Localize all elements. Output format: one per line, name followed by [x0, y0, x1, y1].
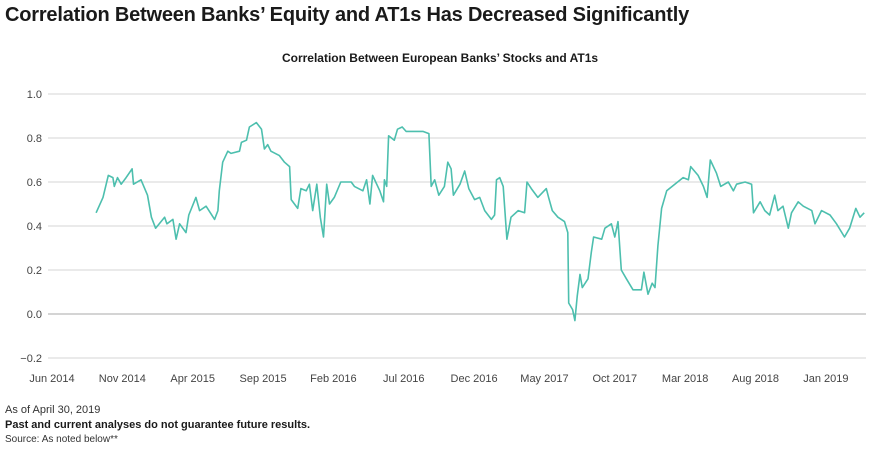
- page-title: Correlation Between Banks’ Equity and AT…: [5, 4, 689, 26]
- y-tick-label: 0.2: [27, 265, 42, 277]
- line-chart: Correlation Between European Banks’ Stoc…: [20, 51, 866, 385]
- y-tick-label: 0.0: [27, 309, 42, 321]
- x-tick-label: Sep 2015: [239, 373, 286, 385]
- y-tick-label: 0.8: [27, 133, 42, 145]
- x-tick-label: Aug 2018: [732, 373, 779, 385]
- x-tick-label: Oct 2017: [592, 373, 637, 385]
- x-tick-label: Mar 2018: [662, 373, 708, 385]
- x-tick-label: Nov 2014: [99, 373, 146, 385]
- y-tick-label: 1.0: [27, 89, 42, 101]
- correlation-line: [95, 121, 865, 322]
- x-tick-label: Feb 2016: [310, 373, 356, 385]
- y-tick-label: 0.4: [27, 221, 42, 233]
- x-tick-label: May 2017: [520, 373, 568, 385]
- x-tick-label: Apr 2015: [170, 373, 215, 385]
- y-tick-label: −0.2: [20, 353, 42, 365]
- disclaimer: Past and current analyses do not guarant…: [5, 419, 311, 431]
- chart-title: Correlation Between European Banks’ Stoc…: [282, 51, 598, 65]
- source-note: Source: As noted below**: [5, 434, 118, 445]
- x-tick-label: Jun 2014: [29, 373, 74, 385]
- as-of-note: As of April 30, 2019: [5, 404, 101, 416]
- x-tick-label: Dec 2016: [451, 373, 498, 385]
- x-tick-label: Jul 2016: [383, 373, 425, 385]
- x-tick-label: Jan 2019: [803, 373, 848, 385]
- y-tick-label: 0.6: [27, 177, 42, 189]
